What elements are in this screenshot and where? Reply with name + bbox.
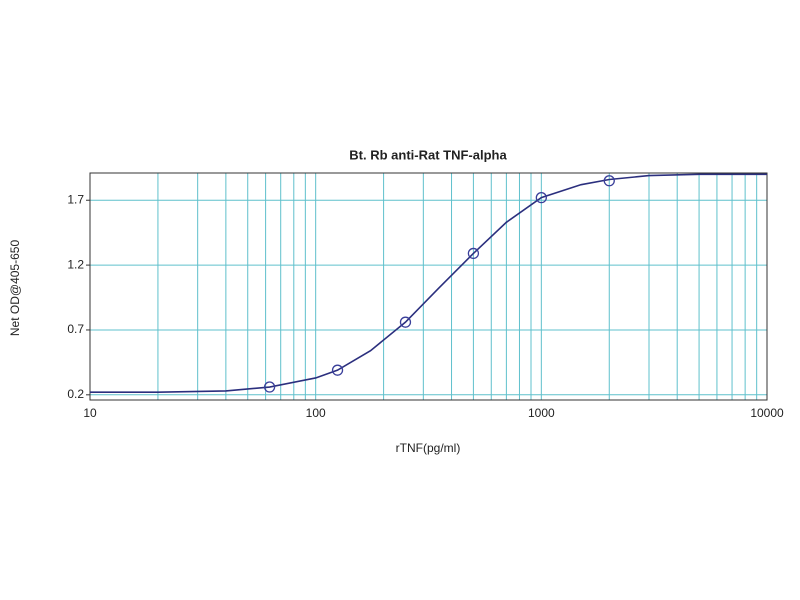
y-tick-label: 0.7 xyxy=(67,322,84,336)
chart-title: Bt. Rb anti-Rat TNF-alpha xyxy=(349,147,507,162)
y-tick-label: 1.2 xyxy=(67,257,84,271)
x-tick-label: 1000 xyxy=(528,406,555,420)
y-tick-label: 1.7 xyxy=(67,192,84,206)
data-point xyxy=(535,191,547,204)
data-point xyxy=(467,247,480,260)
fit-curve xyxy=(90,173,767,394)
y-tick-label: 0.2 xyxy=(67,387,84,401)
data-point xyxy=(331,364,344,376)
x-tick-label: 10 xyxy=(83,406,97,420)
data-point xyxy=(263,381,276,393)
x-tick-label: 10000 xyxy=(750,406,784,420)
y-axis-label: Net OD@405-650 xyxy=(8,240,22,337)
x-axis-label: rTNF(pg/ml) xyxy=(396,441,461,455)
x-tick-label: 100 xyxy=(306,406,326,420)
data-point xyxy=(603,175,615,187)
data-point xyxy=(399,316,412,328)
plot-frame xyxy=(89,172,768,401)
